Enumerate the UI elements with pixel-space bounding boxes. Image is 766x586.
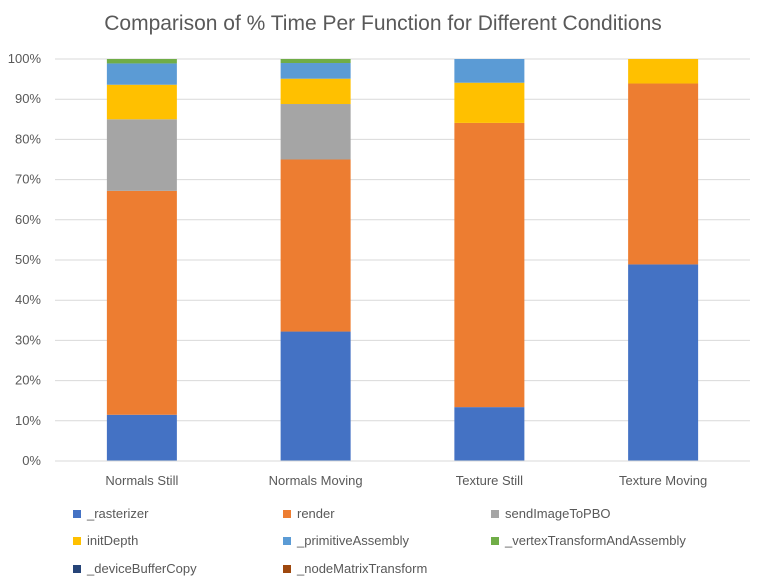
bar-segment-render [454,122,525,408]
bar-segment-render [106,190,177,415]
legend-item: _rasterizer [73,506,148,521]
legend-label: _rasterizer [87,506,149,521]
legend-label: _primitiveAssembly [297,533,409,548]
legend-swatch [491,509,499,518]
bar-segment-rasterizer [106,414,177,461]
legend-item: _deviceBufferCopy [73,561,197,576]
x-tick-label: Normals Moving [269,473,363,488]
legend-swatch [283,509,291,518]
y-tick-label: 30% [15,332,41,347]
legend-item: sendImageToPBO [491,506,611,521]
bar-segment-primitiveassembly [454,59,525,83]
legend-label: _nodeMatrixTransform [297,561,428,576]
bar-segment-render [628,83,699,265]
bar-segment-primitiveassembly [106,63,177,85]
x-tick-label: Texture Moving [619,473,707,488]
bar-segment-rasterizer [454,407,525,461]
y-tick-label: 90% [15,91,41,106]
bar-segment-initdepth [280,78,351,105]
legend-label: _deviceBufferCopy [87,561,197,576]
chart-legend: _rasterizer render sendImageToPBO initDepth… [0,500,766,586]
y-tick-label: 70% [15,172,41,187]
y-tick-label: 20% [15,373,41,388]
axes: 0% 10% 20% 30% 40% 50% 60% 70% 80% 90% 100% Normals… [8,51,750,488]
legend-item: render [283,506,335,521]
bar-segment-initdepth [454,82,525,123]
x-tick-label: Normals Still [105,473,178,488]
legend-label: sendImageToPBO [505,506,611,521]
legend-label: _vertexTransformAndAssembly [505,533,686,548]
legend-swatch [73,509,81,518]
legend-swatch [73,536,81,545]
legend-label: render [297,506,335,521]
y-tick-label: 60% [15,212,41,227]
bar-segment-initdepth [106,84,177,120]
y-tick-label: 10% [15,413,41,428]
legend-item: _primitiveAssembly [283,533,409,548]
bar-segment-rasterizer [280,331,351,461]
legend-swatch [283,536,291,545]
legend-item: _nodeMatrixTransform [283,561,427,576]
bar-segment-render [280,159,351,332]
y-tick-label: 50% [15,252,41,267]
legend-label: initDepth [87,533,139,548]
x-tick-label: Texture Still [456,473,523,488]
y-tick-label: 0% [22,453,41,468]
y-tick-label: 80% [15,131,41,146]
bar-segment-vertextransformandassembly [280,59,351,64]
legend-item: initDepth [73,533,138,548]
legend-swatch [73,564,81,573]
chart-title: Comparison of % Time Per Function for Di… [104,12,662,35]
y-tick-label: 100% [8,51,42,66]
bar-segment-primitiveassembly [280,63,351,79]
y-tick-label: 40% [15,292,41,307]
bar-segment-sendimagetopbo [280,104,351,160]
legend-item: _vertexTransformAndAssembly [491,533,686,548]
chart-plot: 0% 10% 20% 30% 40% 50% 60% 70% 80% 90% 100% Normals… [8,51,750,488]
bar-segment-vertextransformandassembly [106,59,177,64]
legend-swatch [283,564,291,573]
bar-segment-rasterizer [628,264,699,461]
bar-segment-initdepth [628,59,699,84]
legend-swatch [491,536,499,545]
bars [106,59,699,461]
bar-segment-sendimagetopbo [106,119,177,191]
